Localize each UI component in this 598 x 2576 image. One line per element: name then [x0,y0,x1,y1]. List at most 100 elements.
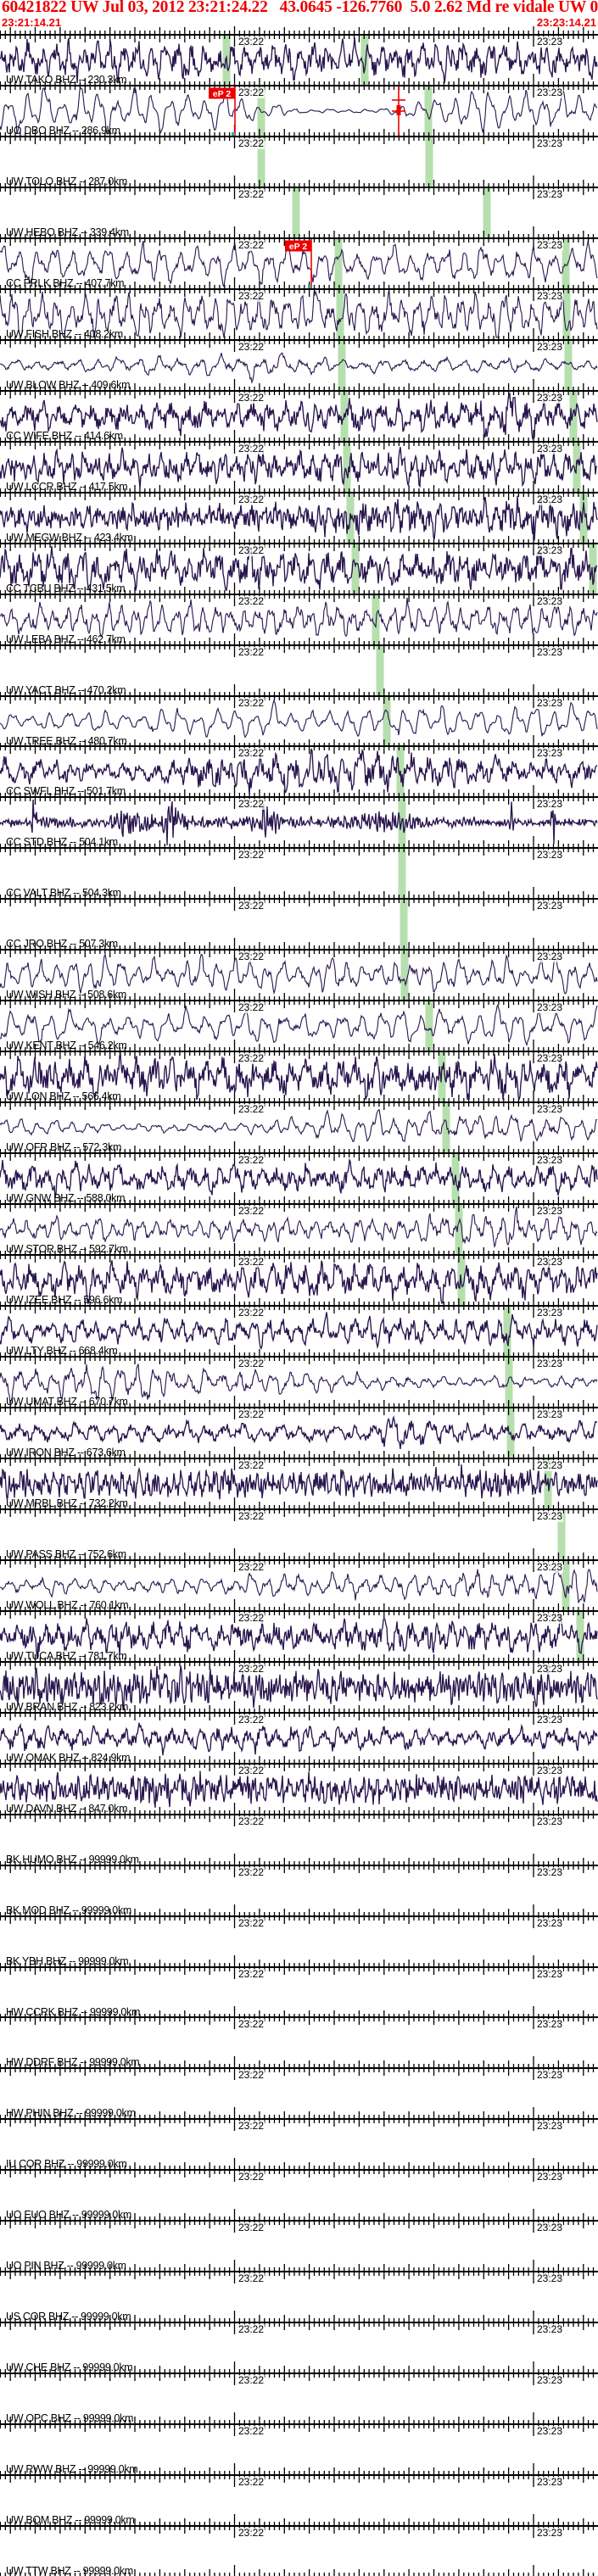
minute-label: 23:22 [238,1001,265,1014]
predicted-arrival-band [424,86,433,136]
waveform-canvas [0,2171,595,2221]
waveform-canvas [0,1408,598,1458]
minute-label: 23:23 [536,1103,564,1116]
minute-label: 23:23 [536,137,564,149]
trace-row-mrbl[interactable]: 23:22 23:23 UW MRBL BHZ -- 732.2km [0,1457,598,1508]
trace-row-hebo[interactable]: 23:22 23:23 UW HEBO BHZ -- 339.4km [0,186,598,237]
trace-row-prlk[interactable]: eP 2 23:22 23:23 CC PRLK BHZ -- 407.7km [0,237,598,288]
minute-label: 23:22 [238,340,265,353]
trace-row-izee[interactable]: 23:22 23:23 UW IZEE BHZ -- 596.6km [0,1254,598,1306]
minute-label: 23:22 [238,849,265,861]
trace-row-wife[interactable]: 23:22 23:23 CC WIFE BHZ -- 414.6km [0,389,598,441]
trace-row-tree[interactable]: 23:22 23:23 UW TREE BHZ -- 480.7km [0,694,598,746]
svg-text:eP 2: eP 2 [289,242,308,252]
trace-row-rww[interactable]: 23:22 23:23 UW RWW BHZ -- 99999.0km [0,2423,598,2475]
minute-label: 23:22 [238,645,265,658]
trace-row-tcbu[interactable]: 23:22 23:23 CC TCBU BHZ -- 431.5km [0,542,598,594]
pick-foot [232,132,235,136]
trace-row-megw[interactable]: 23:22 23:23 UW MEGW BHZ -- 423.4km [0,491,598,543]
station-label: UW WISH BHZ -- 508.6km [6,989,127,1001]
trace-row-ybh[interactable]: 23:22 23:23 BK YBH BHZ -- 99999.0km [0,1915,598,1966]
trace-row-ttw[interactable]: 23:22 23:23 UW TTW BHZ -- 99999.0km [0,2525,598,2576]
trace-row-bqm[interactable]: 23:22 23:23 UW BQM BHZ -- 99999.0km [0,2474,598,2526]
predicted-arrival-band [360,36,369,85]
station-label: UW STOR BHZ -- 592.7km [6,1243,128,1256]
station-label: UW OMAK BHZ -- 824.9km [6,1751,131,1764]
trace-row-gnw[interactable]: 23:22 23:23 UW GNW BHZ -- 588.0km [0,1152,598,1204]
trace-row-yact[interactable]: 23:22 23:23 UW YACT BHZ -- 470.2km [0,644,598,695]
station-label: UW TAKO BHZ -- 230.3km [6,74,127,86]
phase-pick-marker[interactable]: eP 2 [285,238,312,288]
phase-pick-marker[interactable]: eP 2 [209,86,236,136]
minute-label: 23:22 [238,1713,265,1726]
minute-label: 23:22 [238,1509,265,1522]
waveform-canvas [0,493,598,543]
minute-label: 23:23 [536,36,564,47]
trace-row-lty[interactable]: 23:22 23:23 UW LTY BHZ -- 668.4km [0,1305,598,1357]
waveform-canvas [0,1256,598,1305]
trace-row-che[interactable]: 23:22 23:23 UW CHE BHZ -- 99999.0km [0,2322,598,2373]
trace-row-iron[interactable]: 23:22 23:23 UW IRON BHZ -- 673.6km [0,1406,598,1458]
trace-row-tolo[interactable]: 23:22 23:23 UW TOLO BHZ -- 287.0km [0,135,598,187]
predicted-arrival-band [400,951,409,1001]
trace-row-fish[interactable]: 23:22 23:23 UW FISH BHZ -- 408.2km [0,287,598,339]
trace-row-swfl[interactable]: 23:22 23:23 CC SWFL BHZ -- 501.7km [0,745,598,797]
trace-row-stor[interactable]: 23:22 23:23 UW STOR BHZ -- 592.7km [0,1203,598,1256]
minute-label: 23:22 [238,2476,265,2489]
station-label: UW KENT BHZ -- 546.2km [6,1040,127,1052]
minute-label: 23:22 [238,951,265,963]
trace-row-omak[interactable]: 23:22 23:23 UW OMAK BHZ -- 824.9km [0,1711,598,1764]
phase-pick-marker[interactable] [392,86,405,136]
waveform-canvas [0,2476,595,2526]
station-label: CC STD BHZ -- 504.1km [6,836,118,849]
minute-label: 23:22 [238,1458,265,1471]
trace-row-umat[interactable]: 23:22 23:23 UW UMAT BHZ -- 670.7km [0,1356,598,1408]
minute-label: 23:23 [536,391,564,404]
trace-row-wish[interactable]: 23:22 23:23 UW WISH BHZ -- 508.6km [0,949,598,1001]
trace-row-lccr[interactable]: 23:22 23:23 UW LCCR BHZ -- 417.5km [0,440,598,492]
predicted-arrival-band [383,696,391,746]
predicted-arrival-band [398,798,406,848]
trace-row-leba[interactable]: 23:22 23:23 UW LEBA BHZ -- 462.7km [0,593,598,644]
minute-label: 23:23 [536,1764,564,1776]
trace-row-pin[interactable]: 23:22 23:23 UO PIN BHZ -- 99999.0km [0,2220,598,2272]
trace-row-ccrk[interactable]: 23:22 23:23 HW CCRK BHZ -- 99999.0km [0,1965,598,2017]
trace-row-cor[interactable]: 23:22 23:23 IU COR BHZ -- 99999.0km [0,2118,598,2170]
trace-row-bran[interactable]: 23:22 23:23 UW BRAN BHZ -- 823.2km [0,1660,598,1712]
trace-row-dbo[interactable]: eP 2 23:22 23:23 UO DBO BHZ -- 286.9km [0,85,598,137]
trace-row-valt[interactable]: 23:22 23:23 CC VALT BHZ -- 504.3km [0,847,598,899]
waveform-canvas [0,137,595,187]
trace-row-kent[interactable]: 23:22 23:23 UW KENT BHZ -- 546.2km [0,1000,598,1051]
station-label: UW WOLL BHZ -- 760.1km [6,1598,129,1611]
minute-label: 23:22 [238,1662,265,1675]
minute-label: 23:22 [238,798,265,811]
trace-row-euo[interactable]: 23:22 23:23 UO EUO BHZ -- 99999.0km [0,2169,598,2221]
trace-row-pass[interactable]: 23:22 23:23 UW PASS BHZ -- 752.6km [0,1508,598,1559]
minute-label: 23:23 [536,2018,564,2031]
trace-row-std[interactable]: 23:22 23:23 CC STD BHZ -- 504.1km [0,796,598,849]
trace-row-woll[interactable]: 23:22 23:23 UW WOLL BHZ -- 760.1km [0,1558,598,1611]
trace-row-ddrf[interactable]: 23:22 23:23 HW DDRF BHZ -- 99999.0km [0,2016,598,2068]
trace-row-opc[interactable]: 23:22 23:23 UW OPC BHZ -- 99999.0km [0,2372,598,2424]
predicted-arrival-band [398,849,406,899]
waveform-canvas [0,1662,598,1712]
pick-foot [308,284,311,288]
trace-row-lon[interactable]: 23:22 23:23 UW LON BHZ -- 566.4km [0,1051,598,1102]
trace-row-phin[interactable]: 23:22 23:23 HW PHIN BHZ -- 99999.0km [0,2067,598,2119]
predicted-arrival-band [562,289,571,339]
station-label: UW IZEE BHZ -- 596.6km [6,1294,123,1306]
trace-row-jro[interactable]: 23:22 23:23 CC JRO BHZ -- 507.3km [0,898,598,950]
trace-row-cor[interactable]: 23:22 23:23 US COR BHZ -- 99999.0km [0,2271,598,2322]
waveform-canvas [0,36,598,85]
trace-row-ofr[interactable]: 23:22 23:23 UW OFR BHZ -- 572.3km [0,1101,598,1153]
trace-row-tuca[interactable]: 23:22 23:23 UW TUCA BHZ -- 781.7km [0,1609,598,1661]
trace-row-humo[interactable]: 23:22 23:23 BK HUMO BHZ -- 99999.0km [0,1813,598,1865]
trace-row-davn[interactable]: 23:22 23:23 UW DAVN BHZ -- 847.0km [0,1762,598,1815]
trace-row-mod[interactable]: 23:22 23:23 BK MOD BHZ -- 99999.0km [0,1864,598,1916]
minute-label: 23:22 [238,442,265,454]
trace-row-tako[interactable]: 23:22 23:23 UW TAKO BHZ -- 230.3km [0,34,598,86]
station-label: BK MOD BHZ -- 99999.0km [6,1904,132,1916]
station-label: UW DAVN BHZ -- 847.0km [6,1802,128,1815]
minute-label: 23:23 [536,1560,564,1573]
trace-row-blow[interactable]: 23:22 23:23 UW BLOW BHZ -- 409.6km [0,338,598,390]
